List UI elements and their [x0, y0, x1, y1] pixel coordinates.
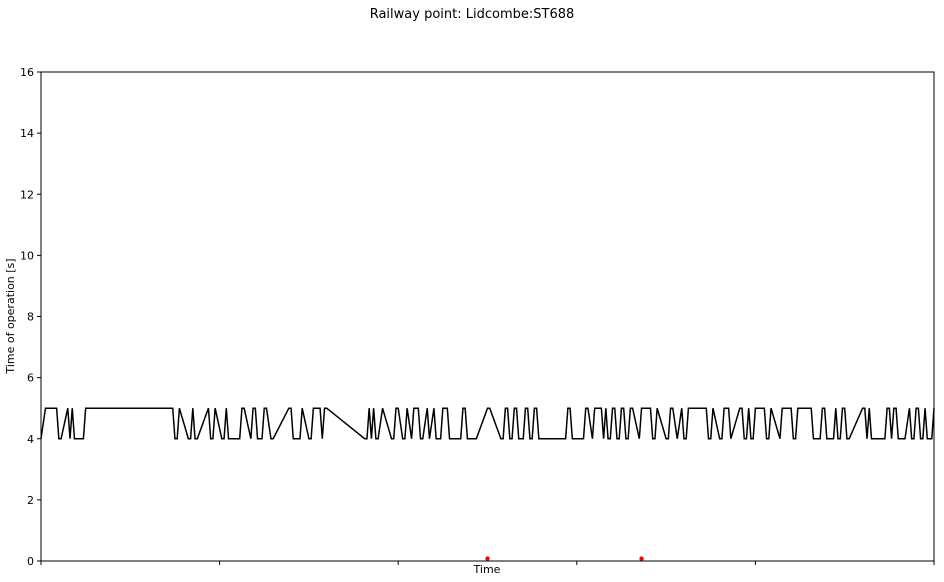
- y-tick-label: 16: [20, 66, 34, 79]
- plot-area: [41, 72, 934, 561]
- fault-markers: [485, 556, 644, 561]
- chart-title: Railway point: Lidcombe:ST688: [370, 7, 575, 22]
- y-tick-label: 6: [27, 372, 34, 385]
- y-tick-label: 10: [20, 249, 34, 262]
- data-series: [40, 407, 935, 440]
- y-axis-ticks: 0 2 4 6 8 10 12 14 16: [20, 66, 41, 568]
- x-axis-ticks: [40, 561, 935, 565]
- y-tick-label: 0: [27, 555, 34, 568]
- y-tick-label: 4: [27, 433, 34, 446]
- y-tick-label: 8: [27, 311, 34, 324]
- y-axis-label: Time of operation [s]: [4, 258, 17, 374]
- plot-frame: [40, 71, 935, 562]
- fault-point: [485, 556, 490, 561]
- y-tick-label: 2: [27, 494, 34, 507]
- x-axis-label: Time: [473, 563, 501, 576]
- y-tick-label: 12: [20, 188, 34, 201]
- series-line: [40, 407, 935, 440]
- fault-point: [639, 556, 644, 561]
- y-tick-label: 14: [20, 127, 34, 140]
